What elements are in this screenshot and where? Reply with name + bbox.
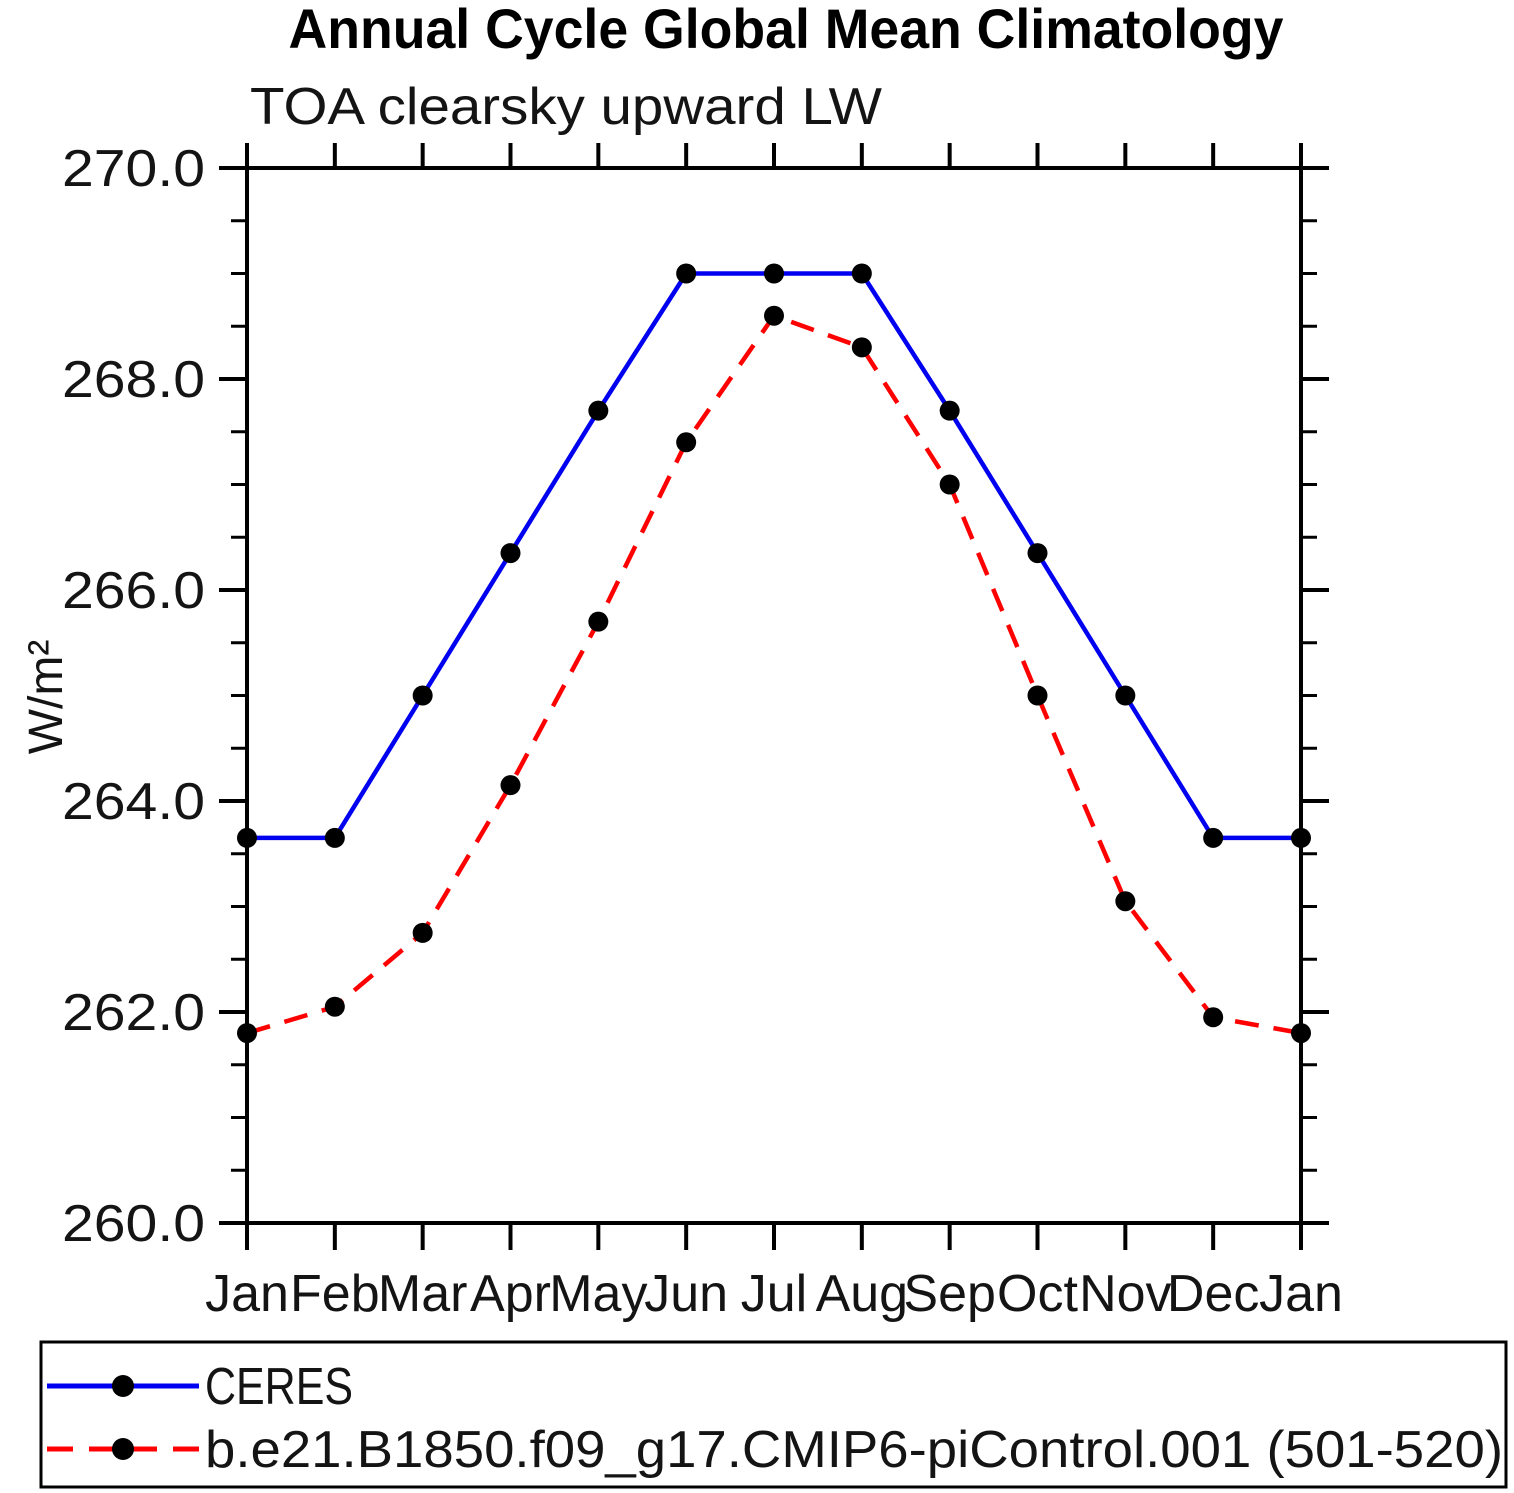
data-point-marker [851,337,872,358]
data-point-marker [500,775,521,796]
chart-subtitle: TOA clearsky upward LW [250,78,882,136]
data-point-marker [500,543,521,564]
y-tick-label: 270.0 [62,140,205,198]
data-point-marker [1203,827,1224,848]
y-tick-label: 268.0 [62,351,205,409]
x-tick-label: Jul [741,1265,807,1323]
legend-border [39,1340,1508,1489]
x-tick-label: Nov [1079,1265,1171,1323]
data-point-marker [588,400,609,421]
data-point-marker [1115,891,1136,912]
y-tick-label: 264.0 [62,773,205,831]
data-point-marker [412,922,433,943]
legend-label: CERES [205,1358,353,1416]
x-tick-label: Aug [816,1265,909,1323]
x-tick-label: Jan [1259,1265,1343,1323]
data-point-marker [1291,1023,1311,1044]
data-point-marker [939,400,960,421]
x-tick-label: Oct [997,1265,1078,1323]
data-point-marker [588,611,609,632]
x-tick-label: Mar [378,1265,468,1323]
data-point-marker [676,263,697,284]
legend: CERESb.e21.B1850.f09_g17.CMIP6-piControl… [39,1340,1508,1489]
x-tick-label: Sep [903,1265,996,1323]
data-point-marker [237,827,257,848]
legend-sample-marker [112,1438,134,1460]
legend-label: b.e21.B1850.f09_g17.CMIP6-piControl.001 … [205,1421,1503,1479]
series-line-0 [247,271,1301,841]
data-point-marker [1027,685,1048,706]
data-point-marker [764,305,784,326]
data-point-marker [1291,827,1311,848]
plot-frame [245,166,1303,1225]
x-tick-label: Apr [470,1265,551,1323]
data-point-marker [324,827,345,848]
x-tick-label: Dec [1167,1265,1259,1323]
data-point-marker [412,685,433,706]
x-tick-label: Feb [290,1265,380,1323]
data-point-marker [676,432,697,453]
series-line-1 [246,312,1302,1036]
y-axis-label: W/m² [20,640,73,755]
chart-title: Annual Cycle Global Mean Climatology [289,0,1284,60]
data-point-marker [237,1023,257,1044]
y-tick-label: 266.0 [62,562,205,620]
data-point-marker [851,263,872,284]
x-tick-label: May [549,1265,647,1323]
data-point-marker [324,996,345,1017]
legend-sample-marker [112,1375,134,1397]
x-tick-label: Jun [644,1265,728,1323]
y-tick-label: 260.0 [62,1195,205,1253]
y-tick-label: 262.0 [62,984,205,1042]
data-point-marker [1027,543,1048,564]
data-point-marker [1115,685,1136,706]
data-point-marker [939,474,960,495]
data-point-marker [1203,1007,1224,1028]
data-point-marker [764,263,784,284]
x-tick-label: Jan [205,1265,289,1323]
